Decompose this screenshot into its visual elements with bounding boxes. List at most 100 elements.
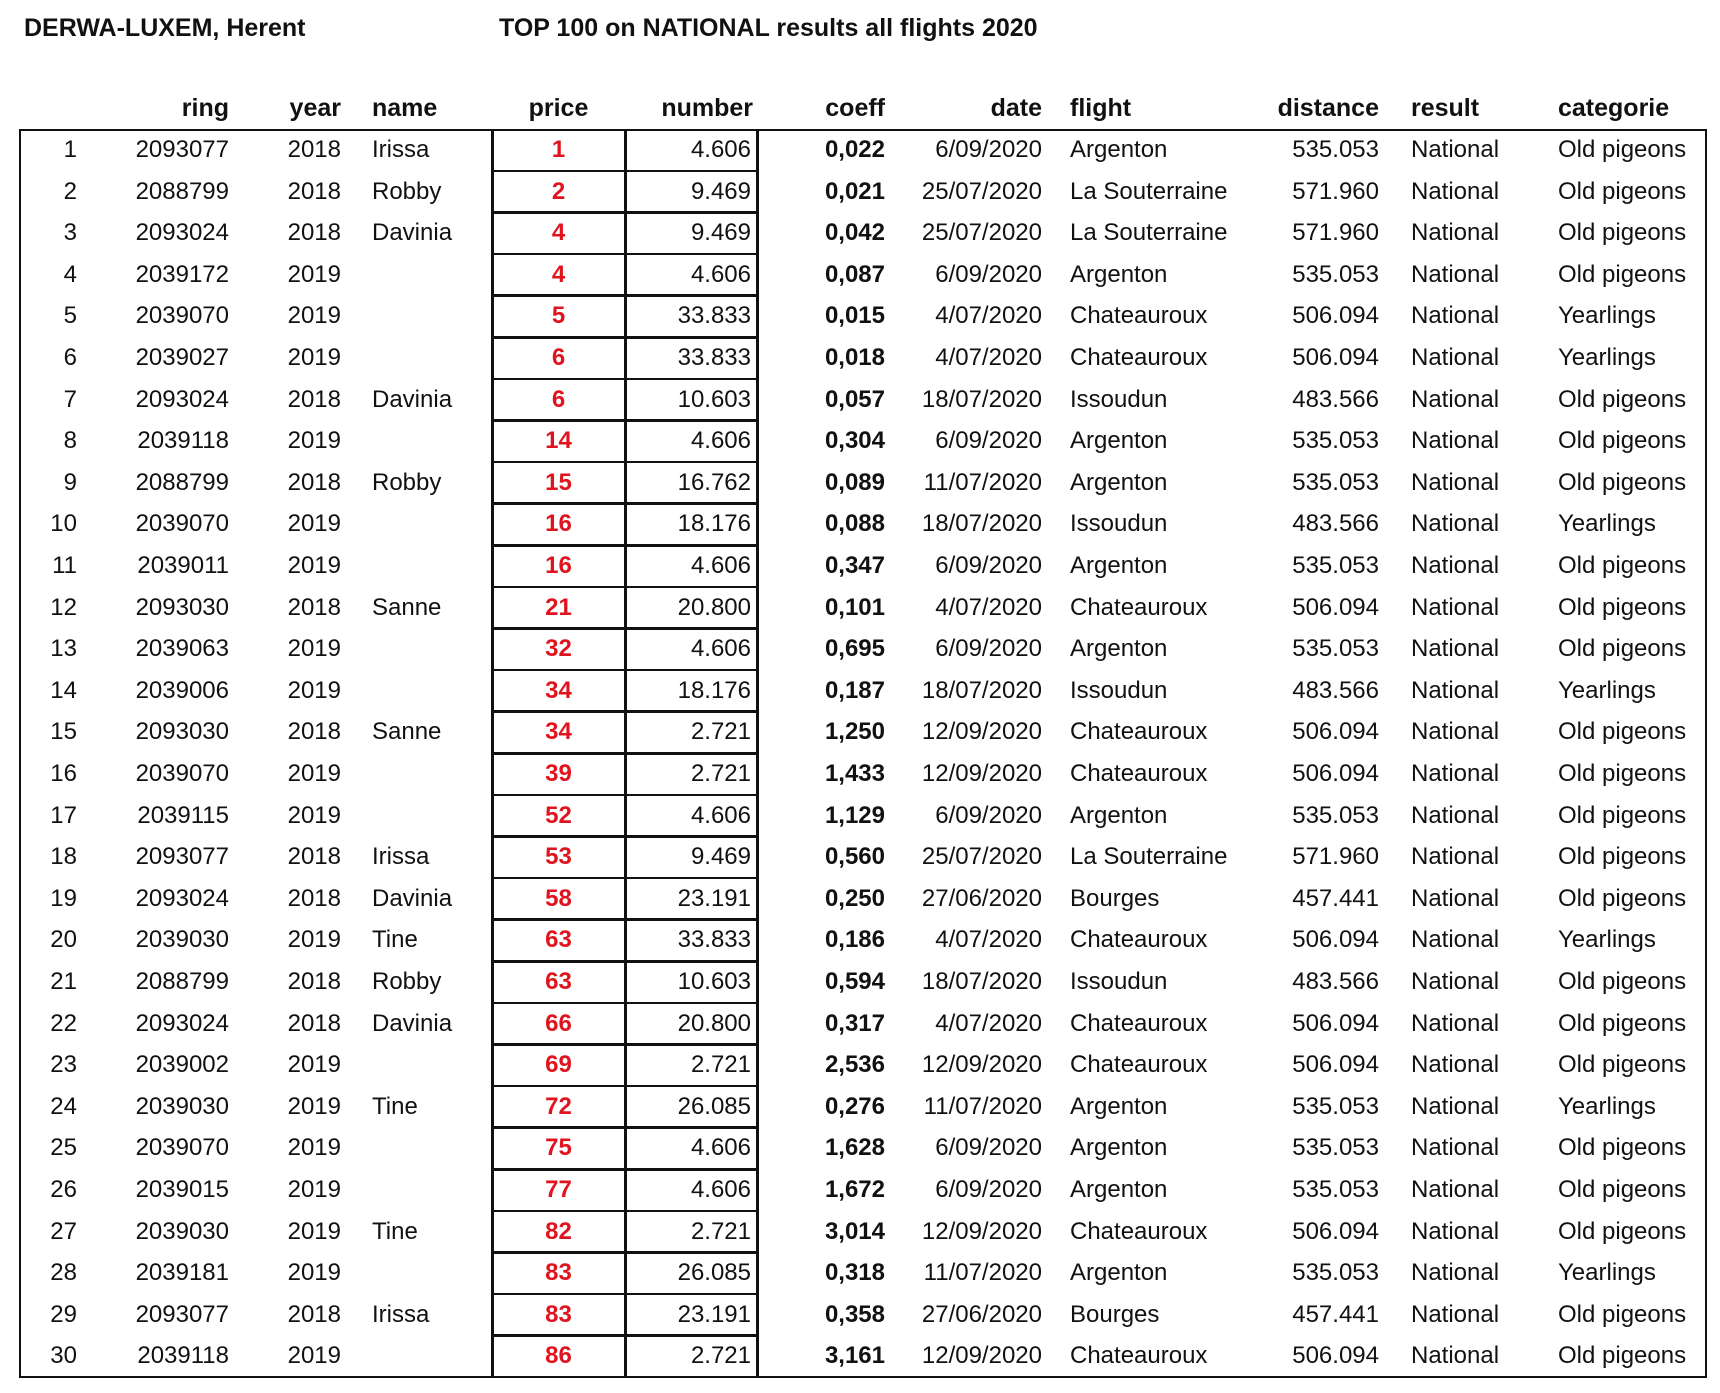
header-result: result bbox=[1411, 94, 1480, 122]
cell-date: 12/09/2020 bbox=[921, 760, 1042, 787]
cell-rank: 14 bbox=[50, 676, 77, 704]
cell-categorie: Old pigeons bbox=[1558, 177, 1687, 205]
cell-year: 2018 bbox=[287, 718, 341, 746]
cell-rank: 15 bbox=[50, 718, 77, 746]
cell-coeff: 0,250 bbox=[824, 884, 885, 912]
cell-price: 69 bbox=[545, 1051, 572, 1079]
cell-price: 58 bbox=[545, 884, 572, 912]
cell-name: Davinia bbox=[372, 1009, 453, 1037]
cell-rank: 1 bbox=[63, 136, 77, 163]
row-divider bbox=[492, 1043, 757, 1046]
cell-ring: 2039181 bbox=[135, 1259, 229, 1287]
cell-date: 11/07/2020 bbox=[923, 468, 1042, 496]
cell-year: 2019 bbox=[287, 427, 341, 455]
cell-name: Irissa bbox=[372, 843, 430, 871]
cell-categorie: Old pigeons bbox=[1558, 385, 1687, 413]
cell-result: National bbox=[1411, 385, 1500, 413]
cell-categorie: Old pigeons bbox=[1558, 1134, 1687, 1162]
row-divider bbox=[492, 835, 757, 838]
cell-categorie: Old pigeons bbox=[1558, 1300, 1687, 1328]
cell-price: 75 bbox=[545, 1134, 572, 1162]
cell-date: 6/09/2020 bbox=[935, 1134, 1042, 1162]
cell-price: 2 bbox=[551, 177, 566, 205]
cell-name: Sanne bbox=[372, 593, 442, 621]
cell-ring: 2039070 bbox=[135, 1134, 229, 1162]
cell-result: National bbox=[1411, 468, 1500, 496]
cell-result: National bbox=[1411, 1259, 1500, 1287]
cell-rank: 7 bbox=[63, 385, 77, 413]
cell-rank: 5 bbox=[63, 302, 77, 330]
cell-ring: 2093024 bbox=[135, 219, 229, 247]
row-divider bbox=[492, 1084, 757, 1088]
cell-year: 2019 bbox=[287, 1092, 341, 1120]
cell-date: 11/07/2020 bbox=[923, 1259, 1042, 1287]
cell-number: 26.085 bbox=[677, 1092, 751, 1120]
cell-coeff: 0,021 bbox=[824, 177, 885, 205]
cell-coeff: 0,304 bbox=[824, 427, 885, 455]
cell-coeff: 1,628 bbox=[824, 1134, 885, 1162]
cell-ring: 2093030 bbox=[135, 593, 229, 621]
cell-year: 2018 bbox=[287, 843, 341, 871]
header-ring: ring bbox=[181, 94, 229, 122]
cell-coeff: 0,318 bbox=[824, 1259, 885, 1287]
cell-result: National bbox=[1411, 884, 1500, 912]
cell-date: 4/07/2020 bbox=[935, 926, 1042, 954]
row-divider bbox=[492, 294, 757, 297]
row-divider bbox=[492, 252, 757, 256]
cell-year: 2019 bbox=[287, 302, 341, 330]
cell-number: 4.606 bbox=[690, 552, 751, 579]
cell-coeff: 0,276 bbox=[824, 1092, 885, 1120]
cell-result: National bbox=[1411, 302, 1500, 330]
cell-price: 63 bbox=[545, 968, 572, 995]
cell-year: 2018 bbox=[287, 593, 341, 621]
cell-year: 2019 bbox=[287, 510, 341, 538]
cell-flight: La Souterraine bbox=[1070, 219, 1228, 247]
cell-number: 4.606 bbox=[690, 1176, 751, 1203]
cell-name: Robby bbox=[372, 968, 442, 995]
cell-year: 2018 bbox=[287, 884, 341, 912]
cell-date: 11/07/2020 bbox=[923, 1092, 1042, 1120]
cell-year: 2019 bbox=[287, 1259, 341, 1287]
cell-price: 77 bbox=[545, 1176, 572, 1203]
cell-flight: Bourges bbox=[1070, 884, 1160, 912]
cell-result: National bbox=[1411, 635, 1500, 663]
cell-name: Irissa bbox=[372, 1300, 430, 1328]
cell-result: National bbox=[1411, 510, 1500, 538]
cell-distance: 535.053 bbox=[1292, 635, 1379, 663]
cell-ring: 2093077 bbox=[135, 136, 229, 163]
cell-distance: 535.053 bbox=[1292, 801, 1379, 829]
cell-date: 6/09/2020 bbox=[935, 136, 1042, 163]
cell-price: 83 bbox=[545, 1300, 572, 1328]
cell-categorie: Old pigeons bbox=[1558, 1176, 1687, 1203]
cell-distance: 506.094 bbox=[1292, 926, 1379, 954]
cell-year: 2018 bbox=[287, 1300, 341, 1328]
cell-number: 20.800 bbox=[677, 593, 751, 621]
cell-date: 27/06/2020 bbox=[921, 1300, 1042, 1328]
cell-rank: 25 bbox=[50, 1134, 77, 1162]
cell-distance: 483.566 bbox=[1292, 385, 1379, 413]
cell-date: 6/09/2020 bbox=[935, 427, 1042, 455]
cell-price: 34 bbox=[545, 676, 572, 704]
row-divider bbox=[492, 668, 757, 672]
cell-number: 26.085 bbox=[677, 1259, 751, 1287]
cell-date: 4/07/2020 bbox=[935, 1009, 1042, 1037]
cell-categorie: Old pigeons bbox=[1558, 468, 1687, 496]
cell-flight: Argenton bbox=[1070, 801, 1168, 829]
cell-flight: Argenton bbox=[1070, 1259, 1168, 1287]
cell-date: 25/07/2020 bbox=[921, 177, 1042, 205]
cell-date: 18/07/2020 bbox=[921, 676, 1042, 704]
cell-name: Davinia bbox=[372, 219, 453, 247]
cell-coeff: 3,014 bbox=[824, 1217, 885, 1245]
cell-distance: 506.094 bbox=[1292, 344, 1379, 371]
cell-date: 4/07/2020 bbox=[935, 593, 1042, 621]
report-title: TOP 100 on NATIONAL results all flights … bbox=[499, 14, 1038, 42]
cell-number: 2.721 bbox=[690, 1342, 751, 1370]
cell-number: 16.762 bbox=[677, 468, 751, 496]
cell-flight: Chateauroux bbox=[1070, 344, 1208, 371]
cell-price: 6 bbox=[551, 344, 566, 371]
cell-date: 18/07/2020 bbox=[921, 385, 1042, 413]
cell-flight: Issoudun bbox=[1070, 510, 1168, 538]
cell-categorie: Old pigeons bbox=[1558, 1217, 1687, 1245]
cell-result: National bbox=[1411, 1176, 1500, 1203]
cell-coeff: 0,560 bbox=[824, 843, 885, 871]
